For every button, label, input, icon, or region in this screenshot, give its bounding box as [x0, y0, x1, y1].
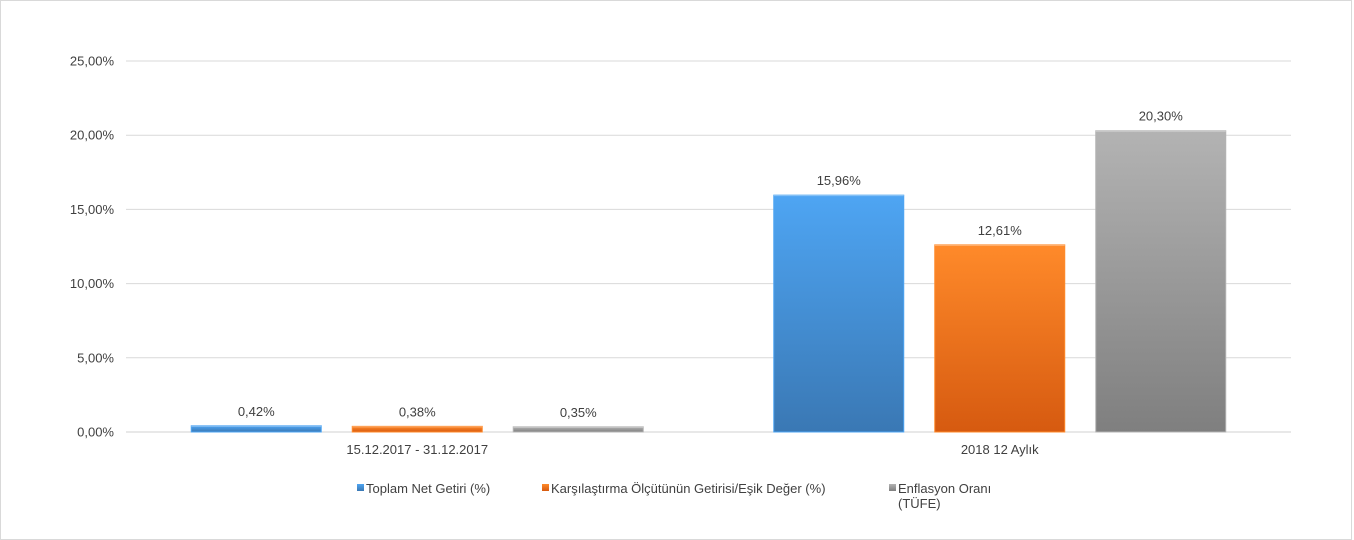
data-label: 12,61%: [978, 223, 1023, 238]
data-label: 0,42%: [238, 404, 275, 419]
legend-label: Enflasyon Oranı: [898, 481, 991, 496]
data-label: 20,30%: [1139, 109, 1184, 124]
legend-label: Toplam Net Getiri (%): [366, 481, 490, 496]
data-labels: 0,42% 0,38% 0,35% 15,96% 12,61% 20,30%: [238, 109, 1183, 420]
bar: [190, 425, 322, 433]
y-tick-label: 0,00%: [77, 425, 114, 440]
bar: [512, 426, 644, 433]
y-tick-label: 25,00%: [70, 54, 115, 69]
legend: Toplam Net Getiri (%) Karşılaştırma Ölçüt…: [357, 481, 991, 511]
category-label: 2018 12 Aylık: [961, 442, 1039, 457]
legend-label: Karşılaştırma Ölçütünün Getirisi/Eşik De…: [551, 481, 826, 496]
data-label: 0,38%: [399, 404, 436, 419]
category-labels: 15.12.2017 - 31.12.2017 2018 12 Aylık: [346, 442, 1039, 457]
category-label: 15.12.2017 - 31.12.2017: [346, 442, 488, 457]
data-label: 0,35%: [560, 405, 597, 420]
y-tick-label: 10,00%: [70, 276, 115, 291]
bar-chart: 0,00% 5,00% 10,00% 15,00% 20,00% 25,00% 0,42%…: [70, 54, 1291, 511]
y-tick-label: 5,00%: [77, 350, 114, 365]
legend-swatch: [542, 484, 549, 491]
bars: [190, 130, 1227, 433]
bar: [351, 425, 483, 433]
bar: [773, 194, 905, 433]
y-axis-ticks: 0,00% 5,00% 10,00% 15,00% 20,00% 25,00%: [70, 54, 115, 440]
y-tick-label: 20,00%: [70, 128, 115, 143]
data-label: 15,96%: [817, 173, 862, 188]
legend-label: (TÜFE): [898, 496, 941, 511]
bar: [934, 244, 1066, 433]
y-tick-label: 15,00%: [70, 202, 115, 217]
legend-swatch: [889, 484, 896, 491]
legend-swatch: [357, 484, 364, 491]
bar: [1095, 130, 1227, 433]
